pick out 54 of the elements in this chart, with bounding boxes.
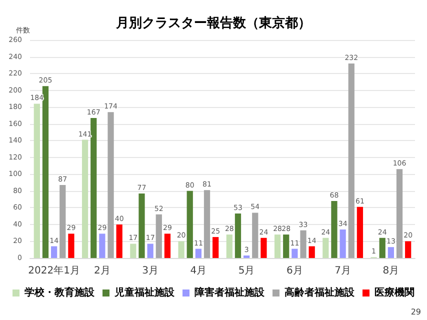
- bar: [226, 234, 232, 258]
- bar: [68, 234, 74, 258]
- bar: [138, 193, 145, 258]
- x-tick-label: 2022年1月: [28, 264, 80, 276]
- bar: [147, 244, 154, 258]
- legend-label: 医療機関: [374, 286, 414, 298]
- bar: [356, 206, 364, 258]
- bar: [340, 229, 346, 258]
- bar: [274, 234, 281, 258]
- bar: [308, 246, 315, 258]
- chart-title: 月別クラスター報告数（東京都）: [115, 15, 311, 31]
- bar: [60, 185, 66, 258]
- bar: [292, 248, 298, 258]
- bar: [34, 104, 40, 258]
- bar: [260, 238, 267, 258]
- x-tick-label: 7月: [334, 266, 351, 276]
- bar: [156, 214, 162, 258]
- bar: [388, 247, 394, 258]
- text: 29: [410, 308, 422, 316]
- bar: [244, 255, 250, 258]
- x-tick-label: 4月: [190, 266, 207, 276]
- bar: [331, 200, 338, 258]
- bar: [82, 140, 88, 258]
- legend-label: 学校・教育施設: [24, 286, 96, 298]
- bar: [116, 224, 122, 258]
- bar: [164, 234, 171, 258]
- bar: [396, 169, 403, 258]
- bar: [99, 234, 106, 258]
- bar: [178, 241, 184, 258]
- bar: [234, 214, 242, 258]
- x-tick-label: 5月: [238, 266, 255, 276]
- bar: [90, 118, 97, 258]
- bar: [212, 237, 219, 258]
- legend-label: 児童福祉施設: [114, 286, 176, 298]
- bar: [348, 63, 354, 258]
- legend-label: 高齢者福祉施設: [284, 286, 356, 298]
- bar: [204, 190, 210, 258]
- bar: [108, 112, 114, 258]
- bar: [405, 241, 412, 258]
- x-tick-label: 8月: [382, 266, 400, 276]
- bar: [42, 86, 49, 258]
- bar: [322, 238, 329, 258]
- bar: [379, 238, 386, 258]
- x-tick-label: 6月: [286, 266, 303, 276]
- legend-label: 障害者福祉施設: [194, 286, 266, 298]
- bar: [195, 248, 202, 258]
- bar: [186, 190, 193, 258]
- bar: [252, 212, 258, 258]
- bar: [51, 246, 58, 258]
- x-tick-label: 3月: [142, 266, 158, 276]
- bar: [300, 230, 306, 258]
- x-tick-label: 2月: [94, 266, 110, 276]
- bar: [283, 234, 290, 258]
- bar: [130, 244, 136, 258]
